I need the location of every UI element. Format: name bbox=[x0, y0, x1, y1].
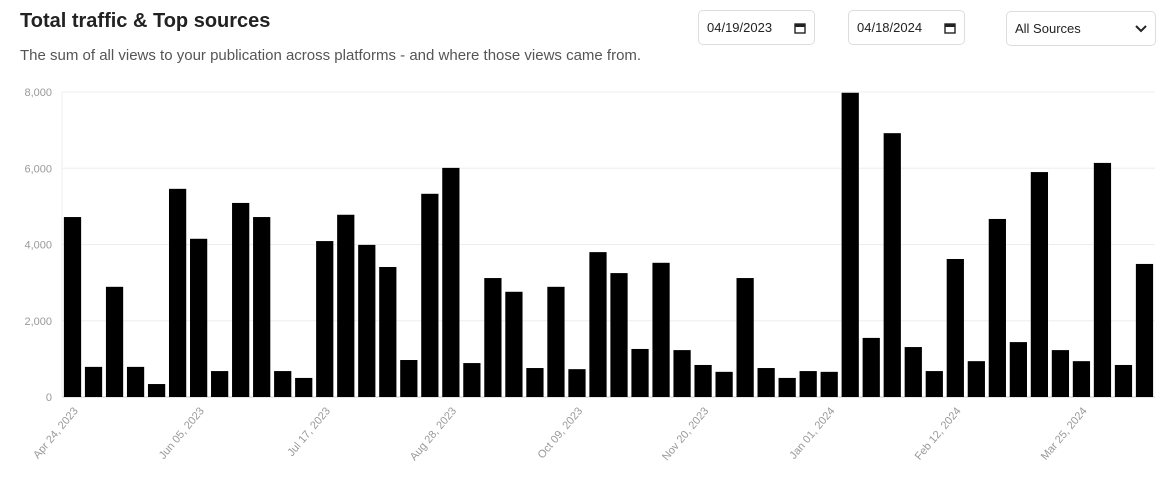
bar bbox=[1114, 364, 1133, 397]
bar bbox=[484, 278, 502, 397]
bar bbox=[736, 278, 754, 397]
x-tick-label: Jun 05, 2023 bbox=[157, 405, 207, 461]
bar bbox=[715, 371, 733, 397]
bar bbox=[568, 369, 586, 397]
x-tick-label: Apr 24, 2023 bbox=[31, 405, 81, 461]
bar bbox=[589, 252, 607, 397]
bar bbox=[694, 364, 712, 397]
source-select[interactable]: All Sources bbox=[1006, 11, 1156, 46]
calendar-icon bbox=[944, 22, 956, 34]
bar bbox=[652, 262, 670, 397]
bar bbox=[925, 371, 943, 397]
bar bbox=[883, 133, 901, 398]
bar bbox=[421, 193, 439, 397]
bar bbox=[400, 360, 418, 397]
bar bbox=[1135, 263, 1154, 397]
bar bbox=[946, 258, 964, 397]
bar bbox=[1072, 361, 1091, 397]
bar bbox=[610, 273, 628, 397]
bar bbox=[505, 291, 523, 397]
y-tick-label: 6,000 bbox=[24, 163, 52, 175]
bar bbox=[1093, 162, 1112, 397]
bar bbox=[358, 244, 376, 397]
bar bbox=[778, 377, 796, 397]
bar bbox=[126, 366, 145, 397]
y-tick-label: 0 bbox=[46, 392, 52, 404]
end-date-value: 04/18/2024 bbox=[857, 20, 923, 35]
end-date[interactable]: 04/18/2024 bbox=[848, 10, 965, 45]
bar bbox=[967, 361, 985, 397]
bar bbox=[84, 366, 103, 397]
bar bbox=[547, 286, 565, 397]
bar bbox=[463, 363, 481, 397]
bar bbox=[841, 92, 859, 397]
x-tick-label: Oct 09, 2023 bbox=[536, 405, 586, 461]
x-tick-label: Feb 12, 2024 bbox=[913, 405, 964, 462]
bar bbox=[904, 347, 922, 397]
y-tick-label: 4,000 bbox=[24, 240, 52, 252]
bar bbox=[442, 167, 460, 397]
bar bbox=[295, 377, 313, 397]
subtitle: The sum of all views to your publication… bbox=[20, 47, 642, 64]
title: Total traffic & Top sources bbox=[20, 10, 271, 32]
x-tick-label: Nov 20, 2023 bbox=[660, 405, 711, 463]
bar bbox=[526, 368, 544, 397]
bar bbox=[316, 241, 334, 397]
start-date-value: 04/19/2023 bbox=[707, 20, 773, 35]
bar bbox=[757, 368, 775, 397]
bar bbox=[820, 371, 838, 397]
bar bbox=[232, 202, 250, 397]
source-value: All Sources bbox=[1015, 21, 1081, 36]
x-tick-label: Aug 28, 2023 bbox=[408, 405, 459, 463]
bar bbox=[1009, 342, 1027, 397]
bar bbox=[379, 266, 397, 397]
bar bbox=[1051, 350, 1070, 397]
bar bbox=[190, 238, 208, 397]
calendar-icon bbox=[794, 22, 806, 34]
bar bbox=[168, 188, 187, 397]
bar bbox=[337, 214, 355, 397]
bar bbox=[253, 217, 271, 397]
start-date[interactable]: 04/19/2023 bbox=[698, 10, 815, 45]
y-tick-label: 2,000 bbox=[24, 316, 52, 328]
bar bbox=[799, 371, 817, 397]
chevron-icon bbox=[1135, 24, 1147, 32]
bar bbox=[862, 337, 880, 397]
bar bbox=[988, 218, 1006, 397]
x-tick-label: Jul 17, 2023 bbox=[285, 405, 333, 459]
bar bbox=[274, 371, 292, 397]
x-tick-label: Mar 25, 2024 bbox=[1039, 405, 1090, 462]
bar bbox=[631, 348, 649, 397]
bar bbox=[673, 350, 691, 397]
bar bbox=[63, 217, 82, 397]
bar bbox=[1030, 172, 1049, 397]
bar bbox=[105, 286, 124, 397]
x-tick-label: Jan 01, 2024 bbox=[787, 405, 837, 461]
y-tick-label: 8,000 bbox=[24, 87, 52, 99]
bar bbox=[211, 371, 229, 397]
bar bbox=[147, 384, 166, 397]
